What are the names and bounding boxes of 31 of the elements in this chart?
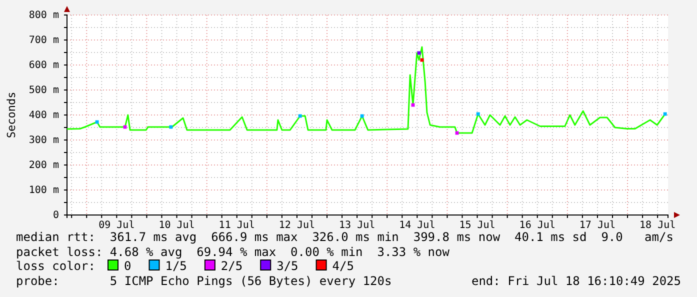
y-tick-label: 600 m <box>28 60 59 72</box>
legend-label: 3/5 <box>276 259 298 273</box>
legend-label: 0 <box>124 259 132 273</box>
y-tick-label: 800 m <box>28 10 59 22</box>
legend-label: 1/5 <box>165 259 187 273</box>
x-tick-label: 11 Jul <box>218 220 255 232</box>
y-tick-label: 0 <box>52 210 59 222</box>
x-tick-label: 16 Jul <box>519 220 556 232</box>
x-tick-label: 18 Jul <box>640 220 676 232</box>
y-tick-label: 700 m <box>28 35 59 46</box>
text: packet loss: 4.68 % avg 69.94 % max 0.00 % min 3.33 % now <box>16 245 450 259</box>
x-tick-label: 17 Jul <box>579 220 616 232</box>
x-tick-label: 12 Jul <box>278 220 316 232</box>
y-tick-label: 400 m <box>28 110 59 122</box>
text: median rtt: 361.7 ms avg 666.9 ms max 326.0 ms min 399.8 ms now 40.1 ms sd 9.0 am/s <box>16 230 674 244</box>
y-tick-label: 100 m <box>28 185 59 196</box>
y-axis-title: Seconds <box>5 92 18 138</box>
y-tick-label: 200 m <box>28 160 59 172</box>
text: probe: 5 ICMP Echo Pings (56 Bytes) every 120s <box>16 274 392 288</box>
x-tick-label: 14 Jul <box>399 220 436 232</box>
line-series <box>66 46 666 134</box>
legend-label: 4/5 <box>332 259 354 273</box>
x-tick-label: 15 Jul <box>459 220 496 232</box>
y-tick-label: 500 m <box>28 85 59 96</box>
x-tick-label: 13 Jul <box>339 220 376 232</box>
legend-label: 2/5 <box>220 259 243 273</box>
y-tick-label: 300 m <box>28 135 59 146</box>
x-tick-label: 09 Jul <box>98 220 135 232</box>
legend-title: loss color: <box>16 259 96 273</box>
text: end: Fri Jul 18 16:10:49 2025 <box>471 274 681 288</box>
x-tick-label: 10 Jul <box>158 220 195 232</box>
